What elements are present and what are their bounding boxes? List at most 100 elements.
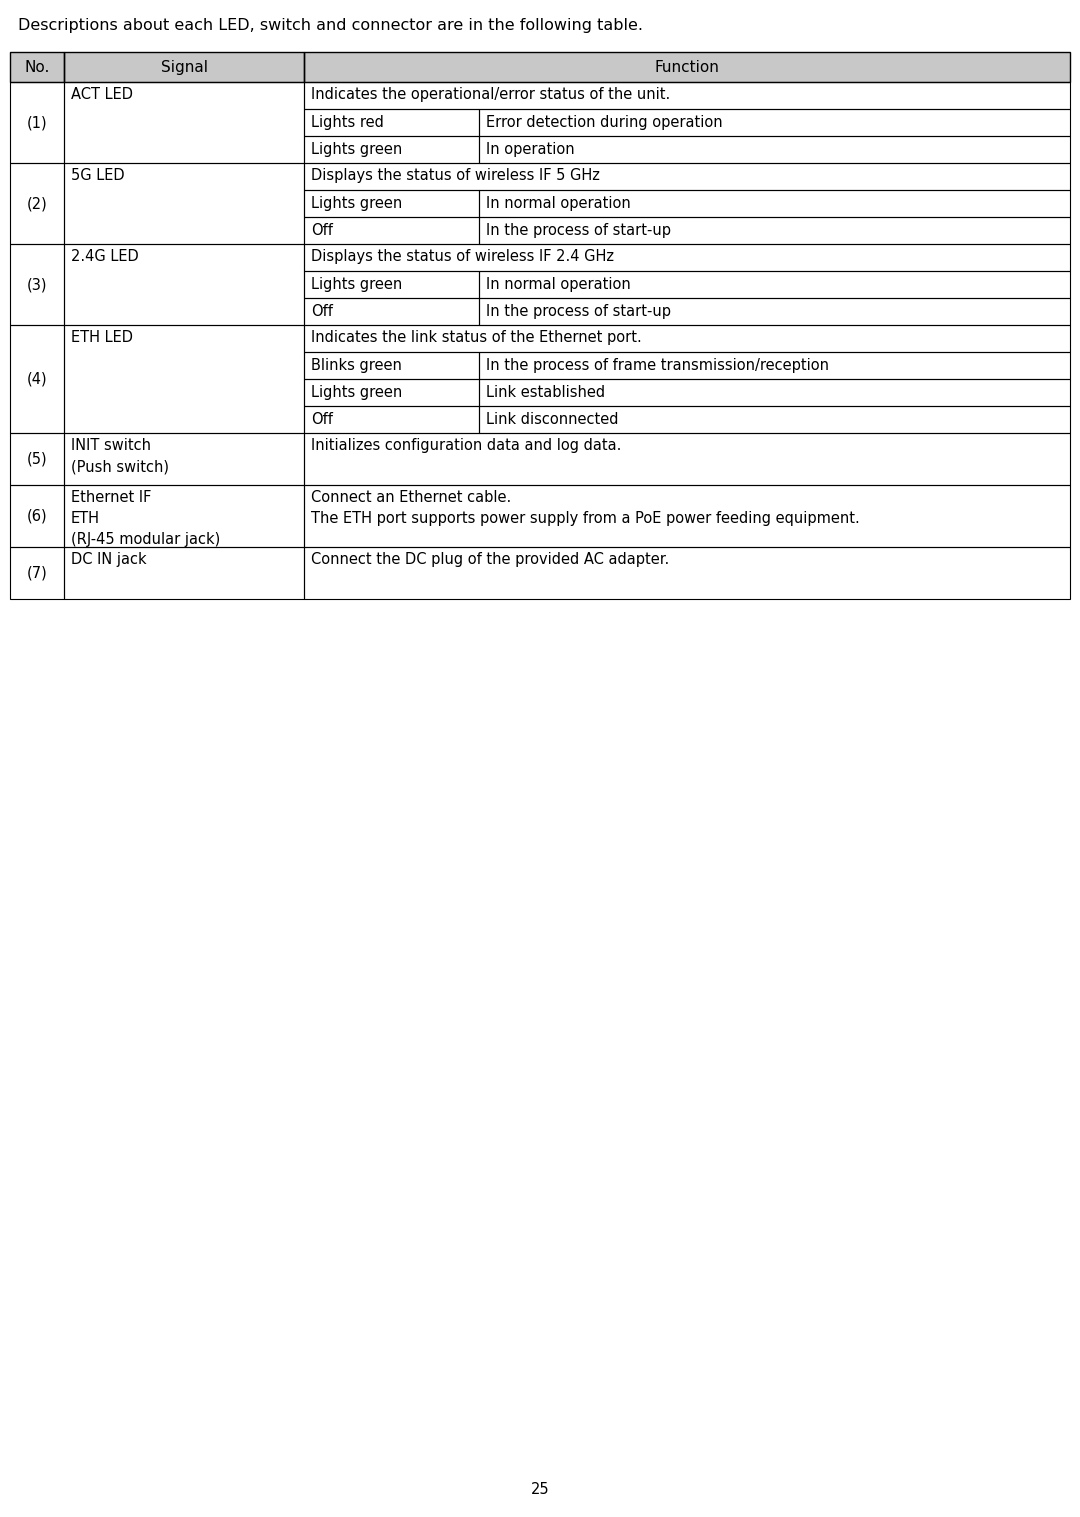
Text: (4): (4) [27,372,48,387]
Bar [480,352,1070,379]
Text: Error detection during operation: Error detection during operation [486,115,723,130]
Bar [480,217,1070,244]
Bar [480,109,1070,137]
Bar [480,272,1070,297]
Text: Off: Off [311,413,333,426]
Bar [303,548,1070,599]
Text: In the process of start-up: In the process of start-up [486,303,671,319]
Bar [303,162,1070,190]
Text: Connect an Ethernet cable.
The ETH port supports power supply from a PoE power f: Connect an Ethernet cable. The ETH port … [311,490,860,526]
Bar [64,325,303,432]
Bar [10,244,64,325]
Bar [303,52,1070,82]
Bar [303,109,480,137]
Bar [303,352,480,379]
Bar [480,137,1070,162]
Bar [303,190,480,217]
Bar [303,325,1070,352]
Bar [303,137,480,162]
Text: No.: No. [25,59,50,74]
Bar [303,297,480,325]
Bar [64,432,303,485]
Text: 25: 25 [530,1482,550,1496]
Bar [10,82,64,162]
Text: Descriptions about each LED, switch and connector are in the following table.: Descriptions about each LED, switch and … [18,18,643,33]
Text: DC IN jack: DC IN jack [71,552,147,567]
Text: In operation: In operation [486,143,575,156]
Text: (6): (6) [27,508,48,523]
Bar [303,82,1070,109]
Bar [303,272,480,297]
Text: In the process of frame transmission/reception: In the process of frame transmission/rec… [486,358,829,373]
Text: Displays the status of wireless IF 2.4 GHz: Displays the status of wireless IF 2.4 G… [311,249,615,264]
Bar [480,407,1070,432]
Text: INIT switch
(Push switch): INIT switch (Push switch) [71,438,168,473]
Bar [303,217,480,244]
Bar [64,162,303,244]
Text: Blinks green: Blinks green [311,358,402,373]
Bar [303,432,1070,485]
Bar [64,325,303,432]
Text: Lights green: Lights green [311,278,402,291]
Bar [480,352,1070,379]
Bar [303,407,480,432]
Bar [10,162,64,244]
Text: 5G LED: 5G LED [71,168,124,184]
Bar [64,52,303,82]
Text: Initializes configuration data and log data.: Initializes configuration data and log d… [311,438,621,454]
Text: In normal operation: In normal operation [486,278,631,291]
Text: Connect the DC plug of the provided AC adapter.: Connect the DC plug of the provided AC a… [311,552,670,567]
Bar [10,485,64,548]
Bar [480,190,1070,217]
Text: (7): (7) [27,566,48,581]
Text: 2.4G LED: 2.4G LED [71,249,138,264]
Text: In normal operation: In normal operation [486,196,631,211]
Bar [64,485,303,548]
Text: Function: Function [654,59,719,74]
Text: Lights green: Lights green [311,196,402,211]
Bar [480,137,1070,162]
Text: Indicates the operational/error status of the unit.: Indicates the operational/error status o… [311,86,671,102]
Bar [303,379,480,407]
Bar [480,217,1070,244]
Bar [303,190,480,217]
Bar [10,548,64,599]
Bar [303,548,1070,599]
Bar [303,137,480,162]
Bar [480,379,1070,407]
Text: Link disconnected: Link disconnected [486,413,619,426]
Bar [303,82,1070,109]
Text: Lights red: Lights red [311,115,383,130]
Bar [10,325,64,432]
Bar [303,244,1070,272]
Text: Off: Off [311,223,333,238]
Text: Off: Off [311,303,333,319]
Bar [10,432,64,485]
Bar [64,82,303,162]
Bar [480,297,1070,325]
Bar [480,272,1070,297]
Bar [303,162,1070,190]
Bar [64,244,303,325]
Text: (1): (1) [27,115,48,130]
Bar [303,272,480,297]
Text: Link established: Link established [486,385,605,400]
Text: ETH LED: ETH LED [71,331,133,344]
Bar [64,52,303,82]
Bar [303,325,1070,352]
Bar [480,379,1070,407]
Text: In the process of start-up: In the process of start-up [486,223,671,238]
Bar [303,52,1070,82]
Bar [303,217,480,244]
Bar [10,82,64,162]
Text: Indicates the link status of the Ethernet port.: Indicates the link status of the Etherne… [311,331,642,344]
Text: Lights green: Lights green [311,143,402,156]
Text: (2): (2) [27,196,48,211]
Bar [10,325,64,432]
Bar [303,244,1070,272]
Bar [303,407,480,432]
Bar [303,485,1070,548]
Text: Signal: Signal [161,59,207,74]
Text: (5): (5) [27,452,48,467]
Bar [480,190,1070,217]
